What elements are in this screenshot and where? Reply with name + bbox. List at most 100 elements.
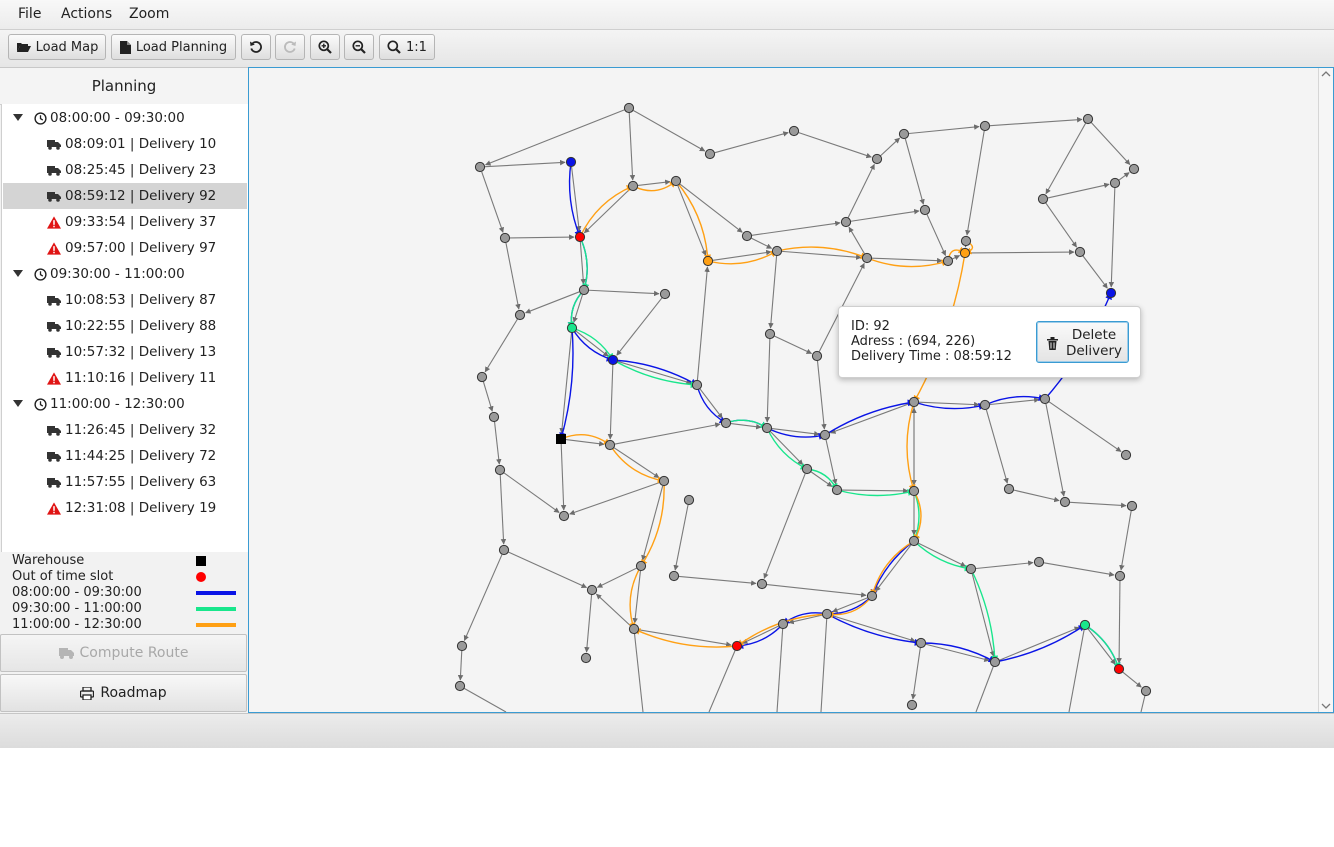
chevron-down-icon[interactable] [13,270,23,277]
intersection-node[interactable] [1039,393,1051,405]
tree-item-delivery[interactable]: 12:31:08 | Delivery 19 [3,495,247,521]
intersection-node[interactable] [979,399,991,411]
tree-group-1[interactable]: 08:00:00 - 09:30:00 [3,105,247,131]
menu-actions[interactable]: Actions [61,6,113,22]
intersection-node[interactable] [915,637,927,649]
scroll-down-icon[interactable] [1319,700,1333,712]
intersection-node[interactable] [514,309,526,321]
delivery-node[interactable] [731,640,743,652]
delivery-node[interactable] [1079,619,1091,631]
intersection-node[interactable] [861,252,873,264]
intersection-node[interactable] [908,485,920,497]
delivery-node[interactable] [574,231,586,243]
chevron-down-icon[interactable] [13,114,23,121]
intersection-node[interactable] [1128,163,1140,175]
intersection-node[interactable] [668,570,680,582]
intersection-node[interactable] [979,120,991,132]
intersection-node[interactable] [821,608,833,620]
intersection-node[interactable] [1109,177,1121,189]
intersection-node[interactable] [474,161,486,173]
redo-button[interactable] [275,34,305,60]
warehouse-node[interactable] [556,434,566,444]
tree-item-delivery[interactable]: 11:44:25 | Delivery 72 [3,443,247,469]
intersection-node[interactable] [777,618,789,630]
intersection-node[interactable] [788,125,800,137]
intersection-node[interactable] [942,255,954,267]
intersection-node[interactable] [871,153,883,165]
tree-item-delivery[interactable]: 08:09:01 | Delivery 10 [3,131,247,157]
intersection-node[interactable] [683,494,695,506]
intersection-node[interactable] [454,680,466,692]
intersection-node[interactable] [960,235,972,247]
tree-item-delivery[interactable]: 11:10:16 | Delivery 11 [3,365,247,391]
zoom-out-button[interactable] [344,34,374,60]
intersection-node[interactable] [819,429,831,441]
intersection-node[interactable] [627,180,639,192]
intersection-node[interactable] [456,640,468,652]
tree-item-delivery[interactable]: 10:22:55 | Delivery 88 [3,313,247,339]
intersection-node[interactable] [1140,685,1152,697]
intersection-node[interactable] [908,396,920,408]
intersection-node[interactable] [476,371,488,383]
intersection-node[interactable] [771,245,783,257]
tree-item-delivery[interactable]: 10:57:32 | Delivery 13 [3,339,247,365]
intersection-node[interactable] [580,652,592,664]
intersection-node[interactable] [906,699,918,711]
zoom-reset-button[interactable]: 1:1 [379,34,435,60]
undo-button[interactable] [241,34,271,60]
delivery-node[interactable] [702,255,714,267]
tree-item-delivery[interactable]: 09:57:00 | Delivery 97 [3,235,247,261]
scroll-up-icon[interactable] [1319,68,1333,80]
zoom-in-button[interactable] [310,34,340,60]
delivery-node[interactable] [1105,287,1117,299]
intersection-node[interactable] [658,475,670,487]
intersection-node[interactable] [1003,483,1015,495]
compute-route-button[interactable]: Compute Route [0,634,247,672]
intersection-node[interactable] [623,102,635,114]
intersection-node[interactable] [578,284,590,296]
intersection-node[interactable] [488,411,500,423]
intersection-node[interactable] [1059,496,1071,508]
intersection-node[interactable] [670,175,682,187]
tree-item-delivery[interactable]: 09:33:54 | Delivery 37 [3,209,247,235]
intersection-node[interactable] [628,623,640,635]
delivery-node[interactable] [959,247,971,259]
intersection-node[interactable] [831,484,843,496]
intersection-node[interactable] [498,544,510,556]
intersection-node[interactable] [1114,570,1126,582]
intersection-node[interactable] [761,422,773,434]
intersection-node[interactable] [866,590,878,602]
menu-zoom[interactable]: Zoom [129,6,170,22]
load-map-button[interactable]: Load Map [8,34,106,60]
tree-item-delivery[interactable]: 08:59:12 | Delivery 92 [3,183,247,209]
load-planning-button[interactable]: Load Planning [111,34,236,60]
tree-item-delivery[interactable]: 08:25:45 | Delivery 23 [3,157,247,183]
intersection-node[interactable] [604,439,616,451]
delete-delivery-button[interactable]: Delete Delivery [1036,321,1129,363]
intersection-node[interactable] [635,560,647,572]
intersection-node[interactable] [756,578,768,590]
intersection-node[interactable] [811,350,823,362]
delivery-node[interactable] [1113,663,1125,675]
intersection-node[interactable] [1037,193,1049,205]
delivery-node[interactable] [566,322,578,334]
intersection-node[interactable] [908,535,920,547]
intersection-node[interactable] [720,417,732,429]
intersection-node[interactable] [965,563,977,575]
delivery-node[interactable] [565,156,577,168]
intersection-node[interactable] [1126,500,1138,512]
planning-tree[interactable]: 08:00:00 - 09:30:00 08:09:01 | Delivery 1… [1,104,249,552]
tree-group-2[interactable]: 09:30:00 - 11:00:00 [3,261,247,287]
map-vertical-scrollbar[interactable] [1318,68,1333,712]
intersection-node[interactable] [919,204,931,216]
menu-file[interactable]: File [18,6,42,22]
intersection-node[interactable] [691,379,703,391]
intersection-node[interactable] [840,216,852,228]
intersection-node[interactable] [989,656,1001,668]
chevron-down-icon[interactable] [13,400,23,407]
intersection-node[interactable] [494,464,506,476]
intersection-node[interactable] [1033,556,1045,568]
intersection-node[interactable] [741,230,753,242]
intersection-node[interactable] [586,584,598,596]
intersection-node[interactable] [1082,113,1094,125]
